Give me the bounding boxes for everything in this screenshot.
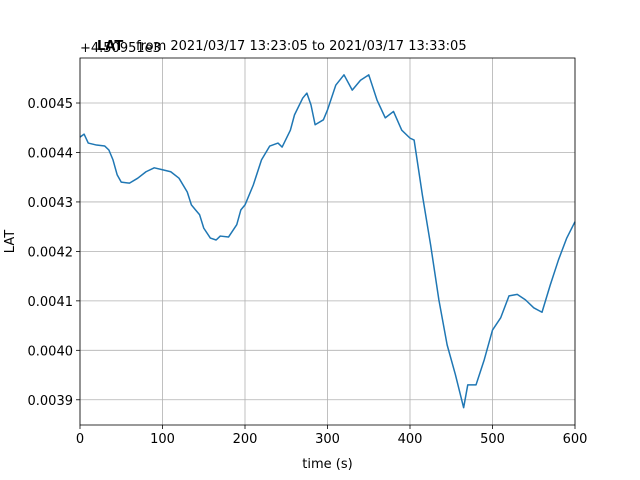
y-tick-label: 0.0045 [28, 97, 74, 112]
x-tick-label: 0 [76, 432, 84, 447]
x-axis-label: time (s) [302, 457, 352, 472]
y-tick-label: 0.0044 [28, 146, 74, 161]
y-tick-label: 0.0040 [28, 344, 74, 359]
y-offset: +4.50951e3 [80, 41, 161, 56]
chart-title-prefix: LAT [97, 39, 123, 54]
y-tick-label: 0.0039 [28, 394, 74, 409]
x-tick-label: 200 [233, 432, 258, 447]
chart-title: from 2021/03/17 13:23:05 to 2021/03/17 1… [136, 39, 467, 54]
x-tick-label: 500 [480, 432, 505, 447]
plot-frame [79, 57, 576, 426]
y-tick-label: 0.0043 [28, 196, 74, 211]
data-line [79, 74, 576, 409]
y-tick-label: 0.0041 [28, 295, 74, 310]
y-tick-label: 0.0042 [28, 245, 74, 260]
y-axis-label: LAT [3, 230, 18, 253]
x-tick-label: 400 [398, 432, 423, 447]
x-tick-label: 300 [315, 432, 340, 447]
x-tick-label: 100 [150, 432, 175, 447]
x-tick-label: 600 [563, 432, 588, 447]
